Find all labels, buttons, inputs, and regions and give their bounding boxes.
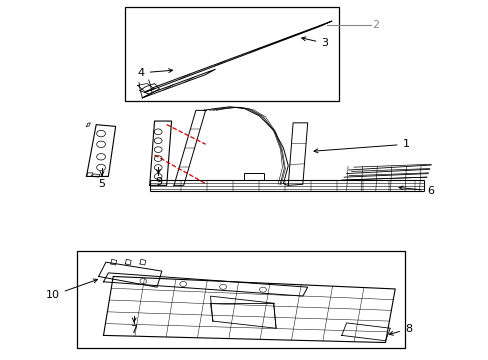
Text: 6: 6: [398, 186, 433, 196]
Bar: [125, 7, 339, 102]
Text: 9: 9: [155, 177, 162, 187]
Text: 7: 7: [130, 325, 138, 336]
Text: 4: 4: [138, 68, 172, 78]
Text: 3: 3: [301, 37, 327, 48]
Text: 10: 10: [46, 279, 97, 300]
Text: 2: 2: [372, 19, 379, 30]
Text: 1: 1: [313, 139, 408, 153]
Bar: [77, 251, 404, 348]
Text: 8: 8: [388, 324, 411, 335]
Text: 5: 5: [99, 179, 105, 189]
